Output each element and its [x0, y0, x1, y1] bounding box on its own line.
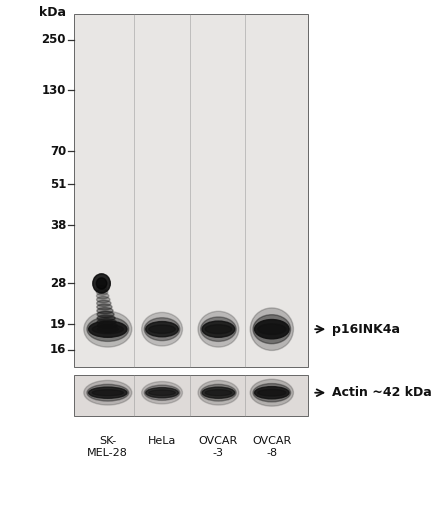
Ellipse shape	[97, 300, 111, 307]
Text: p16INK4a: p16INK4a	[332, 322, 401, 336]
Ellipse shape	[142, 382, 182, 404]
Ellipse shape	[198, 311, 239, 347]
Text: HeLa: HeLa	[148, 436, 176, 446]
Ellipse shape	[97, 319, 116, 325]
Ellipse shape	[87, 384, 129, 401]
Text: 70: 70	[50, 145, 66, 158]
Text: 28: 28	[50, 277, 66, 290]
Ellipse shape	[97, 315, 115, 321]
Ellipse shape	[254, 319, 289, 339]
Text: OVCAR
-3: OVCAR -3	[199, 436, 238, 457]
Ellipse shape	[87, 317, 129, 341]
Ellipse shape	[146, 388, 178, 398]
Ellipse shape	[96, 278, 107, 289]
Ellipse shape	[84, 311, 132, 347]
Ellipse shape	[96, 286, 107, 292]
Ellipse shape	[142, 312, 182, 346]
Ellipse shape	[97, 296, 110, 303]
Ellipse shape	[202, 387, 235, 398]
Text: 130: 130	[42, 84, 66, 97]
Text: 38: 38	[50, 219, 66, 231]
Ellipse shape	[205, 324, 232, 334]
Text: Actin ~42 kDa: Actin ~42 kDa	[332, 386, 432, 399]
Ellipse shape	[258, 324, 286, 335]
Bar	[74, 14, 308, 367]
Ellipse shape	[89, 321, 127, 337]
Ellipse shape	[97, 308, 113, 314]
Ellipse shape	[201, 317, 236, 341]
Text: OVCAR
-8: OVCAR -8	[252, 436, 292, 457]
Ellipse shape	[144, 385, 180, 400]
Ellipse shape	[89, 387, 127, 398]
Ellipse shape	[146, 321, 178, 337]
Ellipse shape	[96, 289, 108, 295]
Ellipse shape	[253, 315, 291, 344]
Ellipse shape	[84, 380, 132, 405]
Text: 51: 51	[50, 178, 66, 191]
Ellipse shape	[96, 293, 109, 299]
Ellipse shape	[97, 304, 112, 310]
Ellipse shape	[253, 384, 291, 402]
Ellipse shape	[202, 321, 235, 337]
Text: 16: 16	[50, 343, 66, 356]
Ellipse shape	[250, 379, 293, 406]
Ellipse shape	[205, 390, 232, 396]
Ellipse shape	[93, 274, 110, 293]
Ellipse shape	[149, 390, 175, 396]
Ellipse shape	[258, 389, 286, 396]
Text: 19: 19	[50, 318, 66, 331]
Ellipse shape	[92, 324, 124, 334]
Text: kDa: kDa	[39, 6, 66, 19]
Ellipse shape	[149, 325, 175, 333]
Ellipse shape	[144, 318, 180, 341]
Ellipse shape	[92, 390, 124, 396]
Bar	[74, 375, 308, 415]
Text: SK-
MEL-28: SK- MEL-28	[87, 436, 128, 457]
Text: 250: 250	[42, 33, 66, 46]
Ellipse shape	[97, 311, 114, 317]
Ellipse shape	[254, 387, 289, 399]
Ellipse shape	[97, 322, 117, 329]
Ellipse shape	[198, 380, 239, 405]
Ellipse shape	[201, 384, 236, 401]
Ellipse shape	[97, 326, 118, 332]
Ellipse shape	[250, 308, 293, 351]
